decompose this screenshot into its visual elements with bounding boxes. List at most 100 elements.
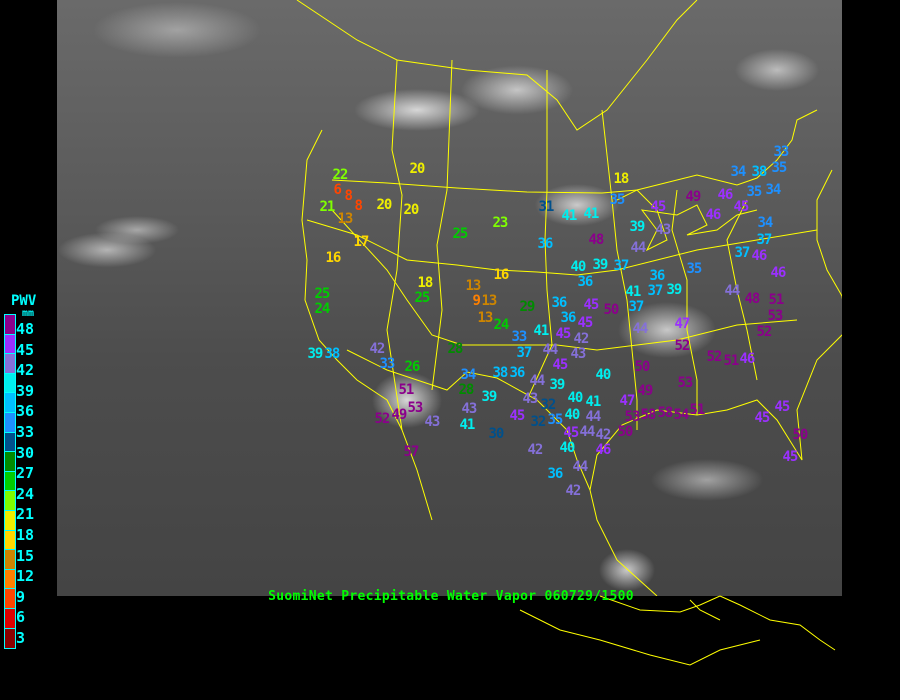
state-lines-west: [306, 219, 818, 276]
station-pwv-label: 50: [617, 424, 634, 440]
legend-tick-label: 39: [16, 381, 35, 400]
station-pwv-label: 40: [564, 407, 581, 423]
station-pwv-label: 34: [765, 182, 782, 198]
station-pwv-label: 44: [632, 321, 649, 337]
central-america-coast: [519, 609, 761, 666]
station-pwv-label: 48: [744, 291, 761, 307]
station-pwv-label: 43: [570, 346, 587, 362]
legend-color-cell: [5, 628, 15, 649]
station-pwv-label: 49: [637, 383, 654, 399]
station-pwv-label: 51: [689, 402, 706, 418]
cuba-coast: [689, 599, 721, 621]
station-pwv-label: 6: [333, 182, 343, 198]
station-pwv-label: 49: [391, 407, 408, 423]
station-pwv-label: 42: [369, 341, 386, 357]
station-pwv-label: 46: [751, 248, 768, 264]
station-pwv-label: 41: [533, 323, 550, 339]
station-pwv-label: 52: [374, 411, 391, 427]
station-pwv-label: 41: [561, 208, 578, 224]
station-pwv-label: 43: [424, 414, 441, 430]
station-pwv-label: 32: [530, 414, 547, 430]
station-pwv-label: 34: [730, 164, 747, 180]
station-pwv-label: 20: [403, 202, 420, 218]
station-pwv-label: 37: [628, 299, 645, 315]
station-pwv-label: 8: [354, 198, 364, 214]
station-pwv-label: 39: [549, 377, 566, 393]
great-lakes: [616, 189, 758, 252]
legend-tick-label: 6: [16, 608, 26, 627]
station-pwv-label: 40: [570, 259, 587, 275]
station-pwv-label: 28: [447, 341, 464, 357]
station-pwv-label: 13: [477, 310, 494, 326]
canada-provinces: [296, 0, 698, 131]
station-pwv-label: 37: [647, 283, 664, 299]
legend-color-cell: [5, 354, 15, 374]
station-pwv-label: 36: [547, 466, 564, 482]
station-pwv-label: 9: [472, 293, 482, 309]
station-pwv-label: 47: [674, 316, 691, 332]
station-pwv-label: 57: [403, 444, 420, 460]
station-pwv-label: 20: [409, 161, 426, 177]
legend-color-cell: [5, 452, 15, 472]
station-pwv-label: 49: [685, 189, 702, 205]
station-pwv-label: 37: [756, 232, 773, 248]
station-pwv-label: 45: [563, 425, 580, 441]
station-pwv-label: 38: [751, 164, 768, 180]
color-scale-bar: [4, 314, 16, 650]
station-pwv-label: 35: [686, 261, 703, 277]
station-pwv-label: 40: [567, 390, 584, 406]
legend-color-cell: [5, 491, 15, 511]
station-pwv-label: 41: [459, 417, 476, 433]
station-pwv-label: 46: [770, 265, 787, 281]
station-pwv-label: 13: [481, 293, 498, 309]
station-pwv-label: 37: [734, 245, 751, 261]
station-pwv-label: 53: [407, 400, 424, 416]
station-pwv-label: 39: [481, 389, 498, 405]
station-pwv-label: 26: [404, 359, 421, 375]
political-borders: [296, 0, 842, 596]
station-pwv-label: 36: [509, 365, 526, 381]
station-pwv-label: 13: [465, 278, 482, 294]
station-pwv-label: 45: [555, 326, 572, 342]
station-pwv-label: 23: [492, 215, 509, 231]
station-pwv-label: 29: [519, 299, 536, 315]
map-caption: SuomiNet Precipitable Water Vapor 060729…: [268, 589, 634, 604]
legend-tick-label: 30: [16, 443, 35, 462]
station-pwv-label: 45: [577, 315, 594, 331]
station-pwv-label: 38: [492, 365, 509, 381]
station-pwv-label: 25: [452, 226, 469, 242]
caribbean-coast: [719, 595, 836, 651]
station-pwv-label: 41: [625, 284, 642, 300]
legend-title: PWV: [11, 293, 37, 309]
state-lines-middle: [331, 209, 798, 351]
station-pwv-label: 43: [461, 401, 478, 417]
station-pwv-label: 35: [771, 160, 788, 176]
legend-tick-label: 3: [16, 629, 26, 647]
station-pwv-label: 30: [488, 426, 505, 442]
station-pwv-label: 36: [560, 310, 577, 326]
station-pwv-label: 22: [332, 167, 349, 183]
legend-color-cell: [5, 589, 15, 609]
legend-tick-label: 18: [16, 526, 35, 544]
station-pwv-label: 44: [542, 342, 559, 358]
legend-tick-label: 45: [16, 340, 35, 359]
station-pwv-label: 24: [493, 317, 510, 333]
mexico-coast: [589, 489, 658, 596]
legend-color-cell: [5, 550, 15, 570]
station-pwv-label: 53: [767, 308, 784, 324]
legend-tick-label: 15: [16, 546, 35, 565]
station-pwv-label: 58: [640, 407, 657, 423]
station-pwv-label: 42: [595, 427, 612, 443]
station-pwv-label: 52: [756, 324, 773, 340]
station-pwv-label: 42: [527, 442, 544, 458]
station-pwv-label: 16: [493, 267, 510, 283]
legend-color-cell: [5, 334, 15, 355]
station-pwv-label: 45: [583, 297, 600, 313]
station-pwv-label: 52: [674, 338, 691, 354]
legend-tick-label: 42: [16, 361, 35, 380]
station-pwv-label: 46: [705, 207, 722, 223]
state-lines-vertical-2: [431, 59, 453, 391]
station-pwv-label: 34: [757, 215, 774, 231]
gulf-coast: [589, 169, 842, 491]
